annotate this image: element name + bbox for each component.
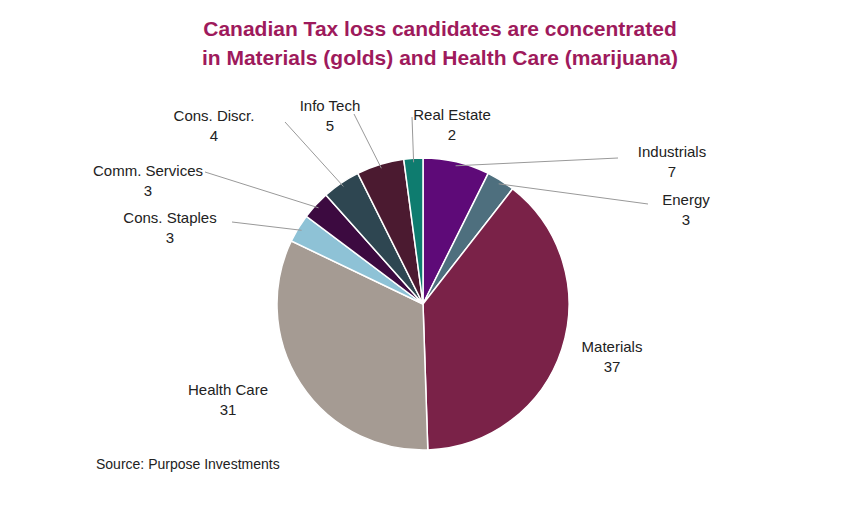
svg-text:3: 3: [166, 229, 174, 246]
svg-text:Comm. Services: Comm. Services: [93, 162, 203, 179]
svg-text:Info Tech: Info Tech: [300, 97, 361, 114]
svg-text:Industrials: Industrials: [638, 143, 706, 160]
svg-text:5: 5: [326, 117, 334, 134]
svg-text:Cons. Discr.: Cons. Discr.: [174, 107, 255, 124]
svg-text:37: 37: [604, 358, 621, 375]
svg-text:Materials: Materials: [582, 338, 643, 355]
svg-text:3: 3: [144, 182, 152, 199]
html-text:Canadian Tax loss candidates a: Canadian Tax loss candidates are concent…: [201, 17, 678, 69]
svg-text:2: 2: [448, 126, 456, 143]
svg-text:Real Estate: Real Estate: [413, 106, 491, 123]
svg-text:Energy: Energy: [662, 191, 710, 208]
svg-text:3: 3: [682, 211, 690, 228]
svg-text:31: 31: [220, 401, 237, 418]
svg-text:4: 4: [210, 127, 218, 144]
svg-text:Cons. Staples: Cons. Staples: [123, 209, 216, 226]
svg-text:7: 7: [668, 163, 676, 180]
svg-text:Health Care: Health Care: [188, 381, 268, 398]
html-text:Source: Purpose Investments: Source: Purpose Investments: [96, 456, 280, 472]
